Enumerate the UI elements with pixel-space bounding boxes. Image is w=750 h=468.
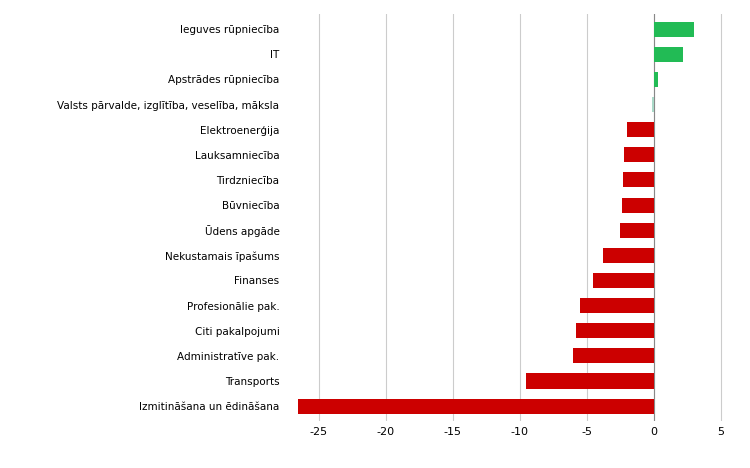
- Bar: [603, 248, 654, 263]
- Bar: [298, 399, 654, 414]
- Bar: [627, 122, 654, 137]
- Bar: [622, 197, 654, 212]
- Bar: [652, 97, 654, 112]
- Bar: [623, 172, 654, 188]
- Bar: [526, 373, 654, 388]
- Bar: [573, 348, 654, 363]
- Bar: [576, 323, 654, 338]
- Bar: [620, 223, 654, 238]
- Bar: [654, 72, 658, 87]
- Bar: [654, 47, 683, 62]
- Bar: [654, 22, 694, 37]
- Bar: [593, 273, 654, 288]
- Bar: [624, 147, 654, 162]
- Bar: [580, 298, 654, 313]
